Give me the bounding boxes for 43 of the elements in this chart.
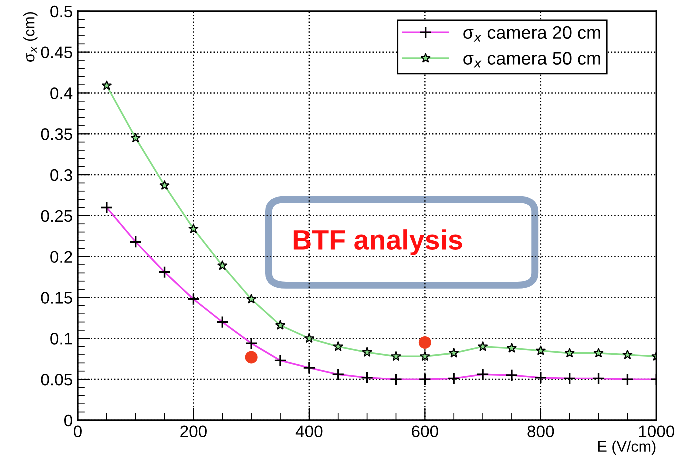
legend-label: σ$_{x}$ camera 50 cm: [464, 52, 600, 68]
point: [536, 345, 546, 356]
point: [418, 336, 432, 349]
point: [102, 80, 112, 90]
y-tick-label: 0.5: [50, 6, 72, 18]
point: [362, 347, 372, 358]
x-tick-label: 600: [412, 426, 438, 438]
point: [506, 343, 518, 353]
point: [448, 348, 460, 358]
point: [391, 351, 402, 362]
y-tick-label: 0.1: [50, 333, 72, 345]
annotation: BTF analysis: [294, 230, 462, 256]
x-tick-label: 400: [296, 426, 323, 438]
y-tick-label: 0.05: [41, 374, 72, 386]
x-tick-label: 800: [528, 426, 554, 438]
y-tick-label: 0.25: [41, 210, 72, 222]
y-tick-label: 0.4: [50, 88, 73, 100]
point: [478, 341, 488, 352]
point: [275, 320, 286, 330]
y-tick-label: 0.45: [41, 46, 72, 59]
y-axis-title: σ$_{x}$ (cm): [24, 12, 38, 62]
point: [420, 351, 430, 362]
point: [217, 260, 228, 270]
point: [188, 224, 199, 234]
point: [594, 348, 604, 358]
point: [160, 180, 170, 190]
point: [130, 132, 142, 143]
x-tick-label: 0: [74, 426, 82, 438]
point: [333, 341, 344, 352]
point: [246, 294, 257, 304]
legend-label: σ$_{x}$ camera 20 cm: [464, 26, 600, 42]
y-tick-label: 0.3: [50, 169, 72, 182]
point: [304, 333, 315, 344]
y-tick-label: 0.15: [41, 292, 72, 304]
x-tick-label: 200: [180, 426, 207, 438]
x-tick-label: 1000: [639, 426, 675, 438]
point: [622, 350, 633, 360]
y-tick-label: 0.2: [50, 251, 72, 264]
y-tick-label: 0: [64, 414, 72, 427]
point: [245, 351, 258, 364]
point: [564, 348, 576, 358]
y-tick-label: 0.35: [41, 128, 72, 140]
x-axis-title: E (V/cm): [598, 440, 656, 456]
